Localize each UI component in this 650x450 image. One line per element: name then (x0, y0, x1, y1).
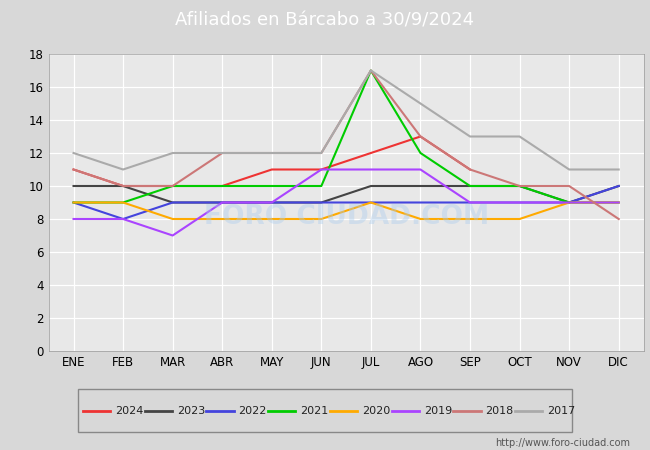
Text: 2020: 2020 (362, 405, 390, 416)
Text: 2022: 2022 (239, 405, 267, 416)
Text: http://www.foro-ciudad.com: http://www.foro-ciudad.com (495, 438, 630, 448)
Text: 2019: 2019 (424, 405, 452, 416)
Text: 2017: 2017 (547, 405, 575, 416)
Text: 2018: 2018 (486, 405, 514, 416)
Text: FORO CIUDAD.COM: FORO CIUDAD.COM (203, 204, 489, 230)
Text: Afiliados en Bárcabo a 30/9/2024: Afiliados en Bárcabo a 30/9/2024 (176, 12, 474, 30)
Text: 2021: 2021 (300, 405, 328, 416)
Text: 2023: 2023 (177, 405, 205, 416)
Text: 2024: 2024 (115, 405, 144, 416)
